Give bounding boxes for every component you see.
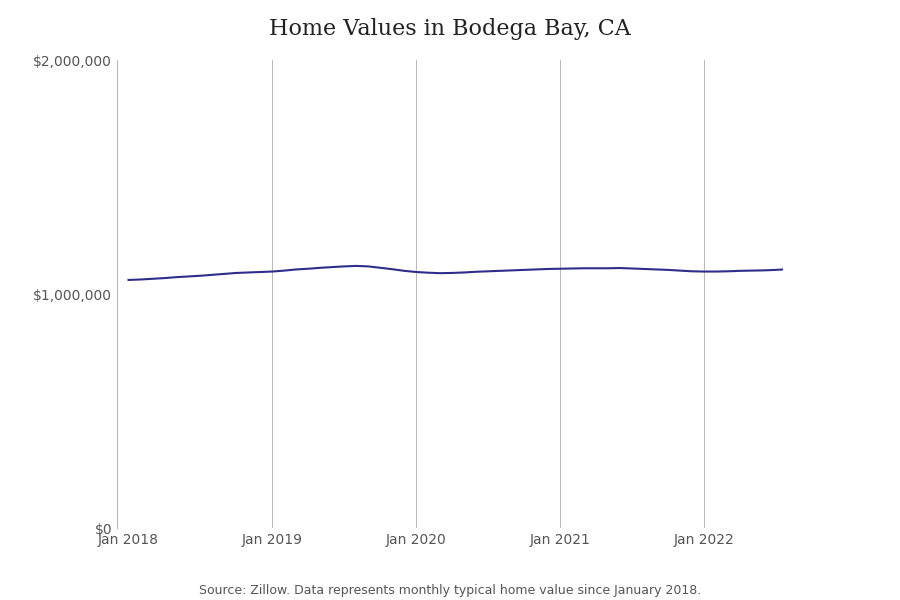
Text: $1,601,095: $1,601,095	[0, 599, 1, 600]
Title: Home Values in Bodega Bay, CA: Home Values in Bodega Bay, CA	[269, 18, 631, 40]
Text: Source: Zillow. Data represents monthly typical home value since January 2018.: Source: Zillow. Data represents monthly …	[199, 584, 701, 597]
